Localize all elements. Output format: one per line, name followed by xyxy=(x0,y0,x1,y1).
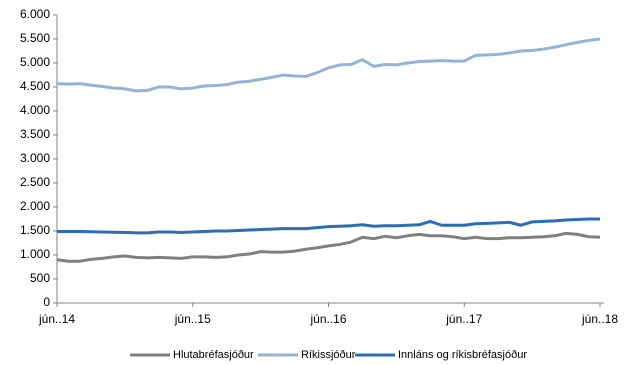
y-tick-label: 3.000 xyxy=(20,151,50,165)
x-tick-label: jún..14 xyxy=(38,312,75,326)
x-tick-label: jún..17 xyxy=(445,312,482,326)
y-tick-label: 5.500 xyxy=(20,31,50,45)
y-tick-label: 6.000 xyxy=(20,7,50,21)
series-line xyxy=(56,231,601,263)
y-tick-label: 4.500 xyxy=(20,79,50,93)
y-tick-label: 3.500 xyxy=(20,127,50,141)
y-tick-label: 2.000 xyxy=(20,199,50,213)
legend-label: Hlutabréfasjóður xyxy=(173,349,254,361)
series-line xyxy=(57,217,600,235)
y-tick-label: 500 xyxy=(30,271,50,285)
y-tick-label: 5.000 xyxy=(20,55,50,69)
y-tick-label: 2.500 xyxy=(20,175,50,189)
legend-label: Innláns og ríkisbréfasjóður xyxy=(398,349,527,361)
x-tick-label: jún..16 xyxy=(309,312,346,326)
y-tick-label: 0 xyxy=(43,295,50,309)
y-tick-label: 4.000 xyxy=(20,103,50,117)
series-line xyxy=(56,37,601,93)
y-tick-label: 1.500 xyxy=(20,223,50,237)
x-tick-label: jún..18 xyxy=(581,312,618,326)
x-tick-label: jún..15 xyxy=(174,312,211,326)
legend-label: Ríkissjóður xyxy=(301,349,356,361)
y-tick-label: 1.000 xyxy=(20,247,50,261)
